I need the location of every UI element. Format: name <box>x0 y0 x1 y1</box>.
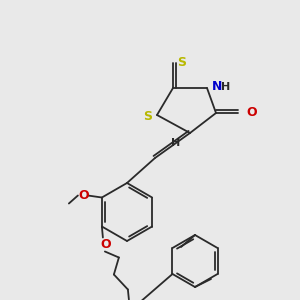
Text: H: H <box>221 82 230 92</box>
Text: S: S <box>178 56 187 68</box>
Text: N: N <box>212 80 222 94</box>
Text: O: O <box>79 189 89 202</box>
Text: O: O <box>100 238 111 251</box>
Text: H: H <box>171 138 181 148</box>
Text: O: O <box>246 106 256 119</box>
Text: S: S <box>143 110 152 122</box>
